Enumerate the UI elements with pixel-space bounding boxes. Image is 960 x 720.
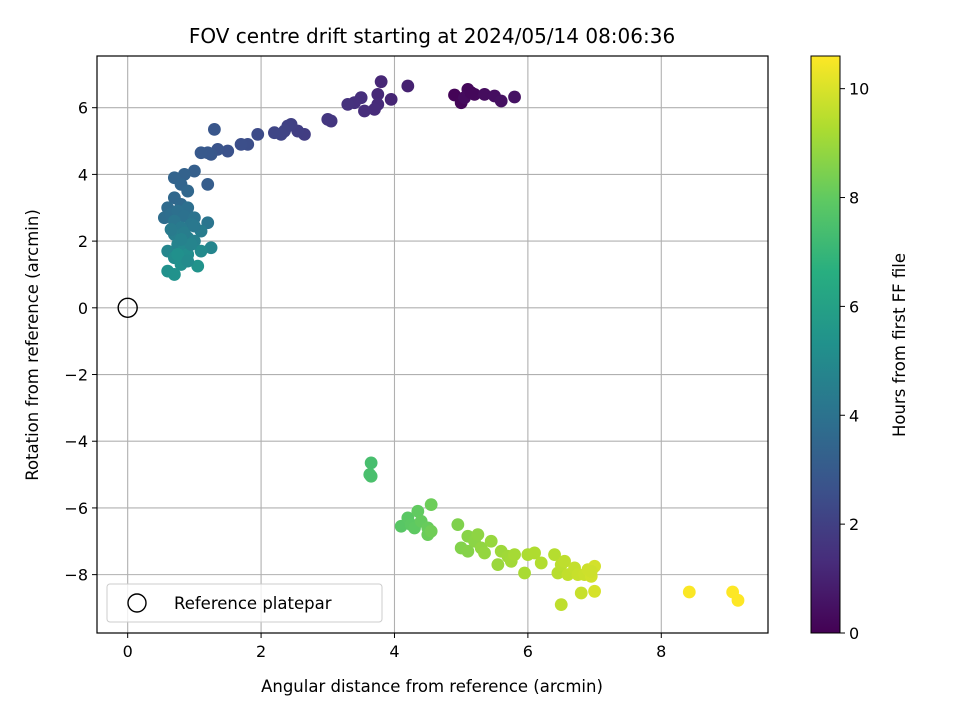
y-tick-label: −4 [64, 432, 88, 451]
data-point [177, 168, 191, 181]
data-point [464, 86, 478, 100]
data-point [451, 518, 465, 532]
data-point [164, 223, 178, 236]
data-point [494, 94, 508, 108]
colorbar: 0 2 4 6 8 10 Hours from first FF file [810, 55, 909, 643]
colorbar-tick-label: 6 [849, 297, 859, 316]
data-point [491, 558, 505, 572]
data-point [528, 546, 541, 560]
y-tick-label: −2 [64, 366, 88, 385]
legend: Reference platepar [106, 583, 383, 623]
colorbar-tick-label: 2 [849, 515, 859, 534]
data-point [171, 248, 185, 261]
x-axis-ticks: 0 2 4 6 8 [123, 633, 666, 661]
data-point [478, 87, 491, 101]
y-tick-label: 4 [78, 165, 88, 184]
data-point [194, 146, 208, 160]
y-axis-ticks: −8 −6 −4 −2 0 2 4 6 [64, 99, 97, 585]
y-tick-label: −8 [64, 566, 88, 585]
colorbar-label: Hours from first FF file [890, 253, 909, 437]
data-point [731, 593, 745, 607]
x-tick-label: 6 [523, 642, 533, 661]
data-points [157, 75, 745, 612]
data-point [364, 456, 378, 470]
data-point [358, 104, 371, 118]
data-point [191, 259, 205, 273]
data-point [251, 127, 265, 141]
data-point [181, 254, 195, 268]
data-point [201, 178, 215, 191]
x-tick-label: 4 [389, 642, 399, 661]
data-point [268, 126, 281, 140]
data-point [174, 233, 188, 246]
data-point [584, 564, 598, 578]
data-point [187, 164, 201, 178]
legend-box [106, 583, 383, 623]
colorbar-tick-label: 8 [849, 189, 859, 208]
data-point [384, 92, 398, 106]
reference-point [117, 297, 138, 319]
data-point [371, 87, 385, 101]
plot-frame [96, 55, 769, 634]
y-tick-label: 0 [78, 299, 88, 318]
data-point [368, 102, 381, 116]
colorbar-ticks: 0 2 4 6 8 10 [840, 80, 869, 643]
colorbar-tick-label: 10 [849, 80, 869, 99]
data-point [207, 122, 221, 136]
data-point [221, 144, 235, 158]
data-point [341, 97, 355, 111]
y-tick-label: −6 [64, 499, 88, 518]
x-tick-label: 2 [256, 642, 266, 661]
chart-title: FOV centre drift starting at 2024/05/14 … [189, 24, 675, 48]
data-point [187, 219, 201, 233]
data-point [548, 548, 561, 562]
data-point [574, 586, 588, 600]
data-point [411, 504, 425, 518]
data-point [461, 544, 475, 558]
data-point [321, 112, 335, 126]
data-point [363, 468, 377, 481]
legend-label: Reference platepar [174, 594, 332, 613]
data-point [534, 556, 548, 570]
data-point [508, 548, 521, 562]
x-tick-label: 0 [123, 642, 133, 661]
x-axis-label: Angular distance from reference (arcmin) [261, 677, 603, 696]
colorbar-gradient [810, 55, 841, 634]
grid-lines [97, 56, 768, 633]
data-point [184, 238, 198, 251]
reference-marker [117, 297, 138, 319]
data-point [554, 598, 568, 612]
y-axis-label: Rotation from reference (arcmin) [23, 209, 42, 481]
data-point [518, 566, 531, 580]
data-point [374, 75, 388, 89]
data-point [194, 244, 208, 258]
data-point [181, 184, 195, 198]
data-point [234, 137, 248, 151]
y-tick-label: 6 [78, 99, 88, 118]
data-point [682, 585, 696, 599]
data-point [484, 534, 498, 548]
data-point [424, 524, 438, 538]
data-point [204, 241, 218, 255]
data-point [508, 90, 521, 104]
colorbar-tick-label: 4 [849, 406, 859, 425]
y-tick-label: 2 [78, 232, 88, 251]
data-point [558, 554, 571, 568]
colorbar-tick-label: 0 [849, 624, 859, 643]
x-tick-label: 8 [656, 642, 666, 661]
data-point [588, 584, 601, 598]
data-point [424, 498, 438, 511]
data-point [167, 268, 181, 281]
data-point [401, 79, 415, 93]
data-point [471, 528, 485, 542]
data-point [478, 546, 491, 560]
legend-marker-icon [127, 593, 147, 613]
